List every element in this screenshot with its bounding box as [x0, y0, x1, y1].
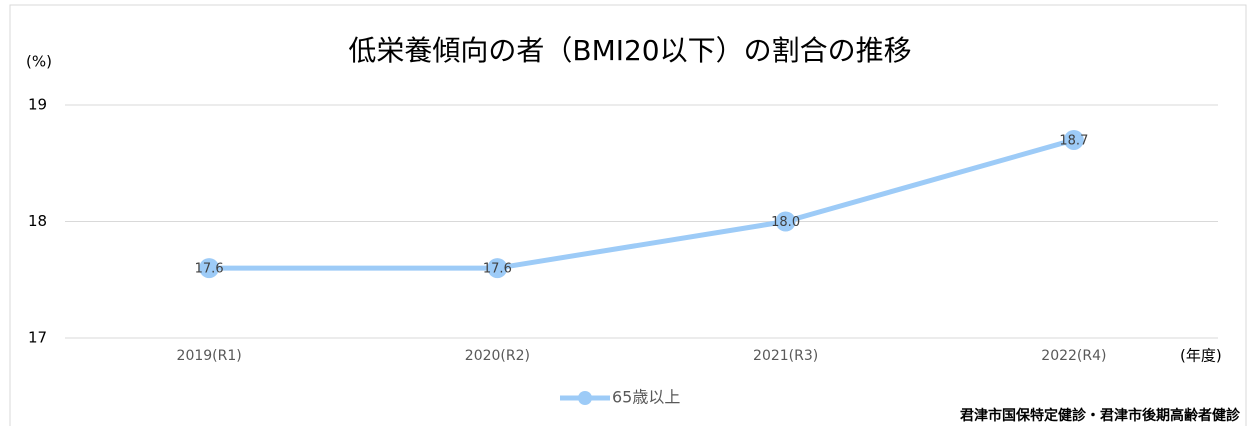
legend-marker	[578, 391, 592, 405]
y-tick-label: 19	[28, 96, 47, 114]
data-label: 17.6	[195, 262, 224, 277]
x-tick-label: 2020(R2)	[465, 348, 530, 364]
data-label: 17.6	[483, 262, 512, 277]
chart-title: 低栄養傾向の者（BMI20以下）の割合の推移	[348, 34, 911, 67]
data-point	[487, 258, 508, 279]
data-label: 18.0	[771, 215, 800, 230]
legend-label: 65歳以上	[612, 388, 680, 407]
x-tick-label: 2021(R3)	[753, 348, 818, 364]
data-point	[1063, 129, 1084, 150]
data-point	[775, 211, 796, 232]
y-axis-label: (%)	[26, 53, 52, 71]
series-line	[209, 137, 1075, 271]
data-point	[199, 258, 220, 279]
y-tick-label: 17	[28, 329, 47, 347]
x-tick-label: 2022(R4)	[1041, 348, 1106, 364]
chart-frame	[9, 4, 1247, 426]
data-label: 18.7	[1059, 133, 1088, 148]
x-axis-label: (年度)	[1180, 347, 1222, 365]
x-tick-label: 2019(R1)	[177, 348, 242, 364]
source-note: 君津市国保特定健診・君津市後期高齢者健診	[959, 407, 1241, 424]
y-tick-label: 18	[28, 212, 47, 230]
